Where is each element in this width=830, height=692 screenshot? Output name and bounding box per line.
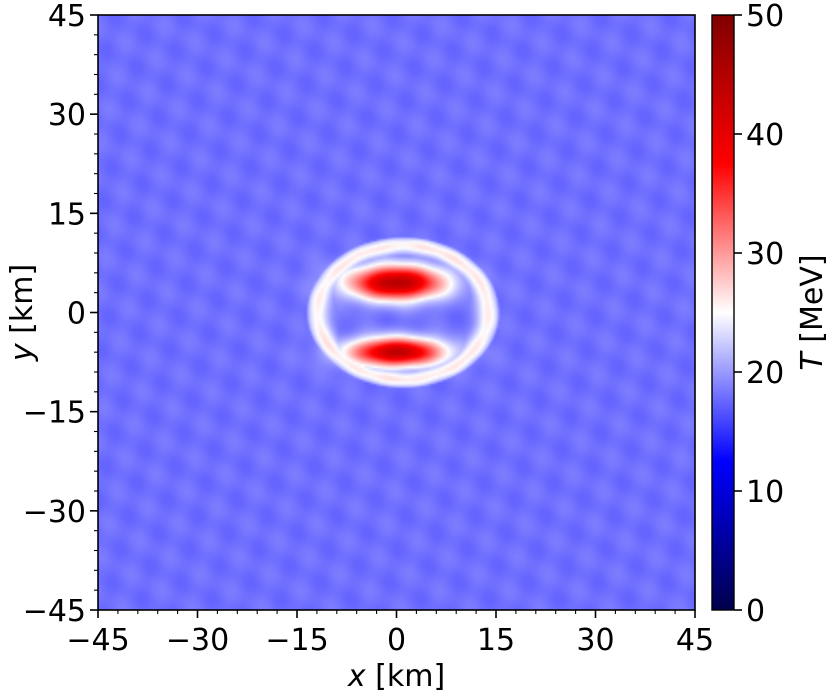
x-axis-ticks	[97, 610, 696, 618]
y-tick-label: −45	[23, 594, 86, 629]
x-tick-label: 0	[387, 623, 406, 658]
x-tick-label: −15	[265, 623, 328, 658]
colorbar-tick-labels: 0 10 20 30 40 50	[746, 0, 784, 629]
colorbar-tick-label: 30	[746, 237, 784, 272]
x-axis-symbol: x	[347, 659, 366, 692]
x-axis-tick-labels: −45 −30 −15 0 15 30 45	[66, 623, 714, 658]
x-axis-unit: [km]	[366, 659, 446, 692]
y-axis-tick-labels: −45 −30 −15 0 15 30 45	[23, 0, 86, 629]
x-tick-label: 30	[576, 623, 614, 658]
y-tick-label: 45	[48, 0, 86, 34]
x-tick-label: −30	[166, 623, 229, 658]
y-tick-label: 0	[67, 297, 86, 332]
y-tick-label: −30	[23, 495, 86, 530]
x-axis-label: x [km]	[347, 659, 445, 692]
colorbar-tick-label: 50	[746, 0, 784, 34]
y-tick-label: −15	[23, 396, 86, 431]
colorbar-gradient	[711, 14, 735, 611]
y-axis-symbol: y	[5, 342, 40, 362]
colorbar-unit: [MeV]	[795, 254, 830, 352]
x-tick-label: 45	[676, 623, 714, 658]
y-tick-label: 15	[48, 197, 86, 232]
colorbar-ticks	[734, 14, 742, 611]
y-tick-label: 30	[48, 98, 86, 133]
colorbar-tick-label: 20	[746, 356, 784, 391]
colorbar-tick-label: 0	[746, 594, 765, 629]
temperature-heatmap	[98, 15, 695, 610]
x-tick-label: −45	[66, 623, 129, 658]
colorbar: 0 10 20 30 40 50 T [MeV]	[711, 0, 830, 629]
y-axis-label: y [km]	[5, 264, 40, 362]
y-axis-ticks	[90, 14, 98, 611]
colorbar-label: T [MeV]	[795, 254, 830, 370]
colorbar-tick-label: 10	[746, 475, 784, 510]
x-tick-label: 15	[477, 623, 515, 658]
colorbar-tick-label: 40	[746, 118, 784, 153]
plot-area	[97, 14, 696, 611]
colorbar-symbol: T	[795, 350, 830, 371]
y-axis-unit: [km]	[5, 264, 40, 344]
